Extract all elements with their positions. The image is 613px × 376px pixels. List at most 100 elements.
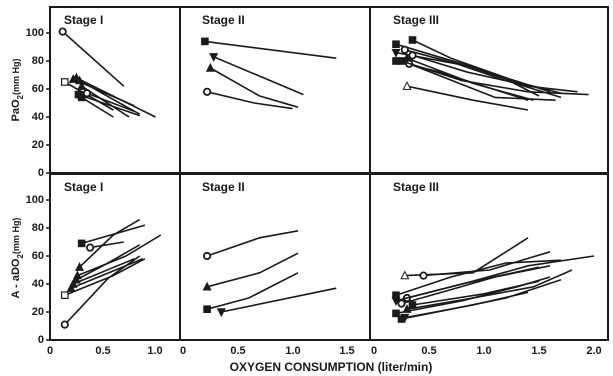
series-line <box>206 272 299 310</box>
y-ticks-bottom: 0 20 40 60 80 100 <box>26 194 44 346</box>
square-marker <box>397 315 406 323</box>
x-tick-label: 1.5 <box>339 345 354 357</box>
series-line <box>86 92 135 113</box>
x-tick-label: 0 <box>371 345 377 357</box>
panel-top-stage-1: Stage I <box>49 6 181 174</box>
circle-marker <box>397 299 406 308</box>
y-tick-label: 0 <box>38 167 44 179</box>
y-tick-label: 100 <box>26 27 44 39</box>
x-axis-title: OXYGEN CONSUMPTION (liter/min) <box>230 360 433 374</box>
series-line <box>406 57 534 101</box>
stage-label: Stage II <box>202 180 245 194</box>
circle-marker <box>202 87 212 96</box>
series-line <box>404 237 529 277</box>
square-marker <box>392 309 400 318</box>
series-line <box>62 31 125 87</box>
series-line <box>395 259 562 296</box>
y-ticks-top: 0 20 40 60 80 100 <box>26 27 44 179</box>
triangle-marker <box>75 262 85 271</box>
panel-frame <box>369 173 609 341</box>
ylabel-top-sub: 2 <box>16 94 25 99</box>
ylabel-top-main: PaO <box>10 99 22 121</box>
y-tick-label: 80 <box>32 55 44 67</box>
series-line <box>401 279 562 320</box>
x-tick-label: 2.0 <box>586 345 601 357</box>
ylabel-top: PaO2(mm Hg) <box>10 59 25 122</box>
square-marker <box>408 36 417 44</box>
ylabel-bottom-sub: 2 <box>16 254 25 259</box>
triangle-marker <box>77 81 87 90</box>
panel-marks <box>391 36 589 111</box>
series-line <box>395 276 551 315</box>
stage-label: Stage II <box>202 13 245 27</box>
x-tick-label: 0 <box>180 345 186 357</box>
stage-label: Stage I <box>64 180 103 194</box>
square-marker <box>201 37 209 46</box>
square-marker <box>60 291 69 300</box>
circle-marker <box>400 45 409 54</box>
y-tick-label: 100 <box>26 194 44 206</box>
circle-marker <box>419 271 428 280</box>
triangle-down-marker <box>216 308 226 318</box>
square-marker <box>397 57 406 65</box>
series-line <box>70 258 144 289</box>
panel-top-stage-2: Stage II <box>179 6 371 174</box>
panel-bottom-stage-2: Stage II <box>179 173 371 341</box>
square-marker <box>77 239 86 248</box>
panel-marks <box>201 37 337 110</box>
triangle-down-marker <box>391 297 401 306</box>
triangle-marker <box>202 281 212 291</box>
series-line <box>395 51 562 99</box>
panel-bottom-stage-1: Stage I <box>49 173 181 341</box>
y-tick-label: 80 <box>32 222 44 234</box>
series-line <box>412 54 540 97</box>
series-line <box>406 85 529 111</box>
x-tick-label: 1.0 <box>476 345 491 357</box>
square-marker <box>60 78 69 86</box>
triangle-marker <box>205 62 215 72</box>
series-line <box>408 63 556 101</box>
x-tick-label: 1.0 <box>285 345 300 357</box>
x-tick-label: 1.5 <box>531 345 546 357</box>
triangle-marker <box>66 283 76 292</box>
circle-marker <box>85 243 95 252</box>
series-line <box>213 56 304 96</box>
triangle-down-marker <box>209 53 219 62</box>
triangle-marker <box>400 270 410 280</box>
series-line <box>78 218 141 268</box>
square-marker <box>392 40 400 49</box>
series-line <box>81 96 114 118</box>
circle-marker <box>60 320 69 329</box>
series-line <box>204 40 337 59</box>
x-tick-label: 1.0 <box>147 345 162 357</box>
series-line <box>206 91 293 110</box>
panel-frame <box>369 6 609 174</box>
panel-marks <box>391 237 595 323</box>
series-line <box>210 67 299 108</box>
series-line <box>401 60 589 96</box>
stage-label: Stage III <box>393 180 439 194</box>
x-ticks: 0 0.5 1.0 0 0.5 1.0 1.5 0 0.5 1.0 1.5 2.… <box>47 345 602 357</box>
series-line <box>206 252 299 288</box>
panel-marks <box>60 218 162 329</box>
series-line <box>423 251 551 277</box>
x-tick-label: 0.5 <box>95 345 110 357</box>
series-line <box>72 258 135 285</box>
y-tick-label: 0 <box>38 334 44 346</box>
circle-marker <box>58 27 67 36</box>
series-line <box>401 265 551 305</box>
series-line <box>406 269 573 310</box>
panel-marks <box>58 27 156 118</box>
circle-marker <box>202 251 212 261</box>
series-line <box>404 49 578 93</box>
series-line <box>77 234 162 277</box>
square-marker <box>203 305 211 314</box>
series-line <box>89 241 124 249</box>
triangle-down-marker <box>391 48 401 58</box>
panel-frame <box>49 6 181 174</box>
y-tick-label: 60 <box>32 250 44 262</box>
series-line <box>64 255 141 326</box>
circle-marker <box>82 89 92 98</box>
ylabel-top-unit: (mm Hg) <box>11 59 21 96</box>
